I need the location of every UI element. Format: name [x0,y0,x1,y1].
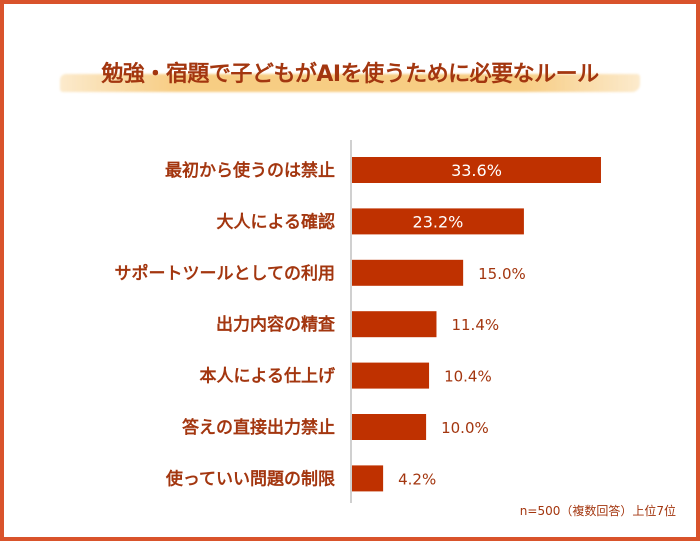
bar [352,157,601,183]
bar [352,208,524,235]
category-label: 本人による仕上げ [200,366,336,387]
value-label: 23.2% [413,212,464,231]
category-label: 出力内容の精査 [216,314,336,335]
value-label: 4.2% [398,470,436,488]
bar [352,259,464,286]
bar [352,311,437,338]
category-label: 大人による確認 [217,211,336,232]
value-label: 15.0% [478,265,526,283]
value-label: 10.4% [444,368,492,386]
sample-note: n=500（複数回答）上位7位 [519,504,676,518]
bar [352,362,430,389]
bar [352,465,384,492]
value-label: 33.6% [451,161,502,180]
bar [352,414,427,440]
title-block: 勉強・宿題で子どもがAIを使うために必要なルール [60,52,640,98]
category-label: サポートツールとしての利用 [115,263,336,284]
title-highlight [60,74,640,92]
category-label: 使っていい問題の制限 [165,468,335,489]
category-label: 答えの直接出力禁止 [182,417,335,438]
value-label: 10.0% [441,419,489,437]
category-label: 最初から使うのは禁止 [165,160,335,181]
value-label: 11.4% [451,316,499,334]
chart-title: 勉強・宿題で子どもがAIを使うために必要なルール [101,62,599,87]
